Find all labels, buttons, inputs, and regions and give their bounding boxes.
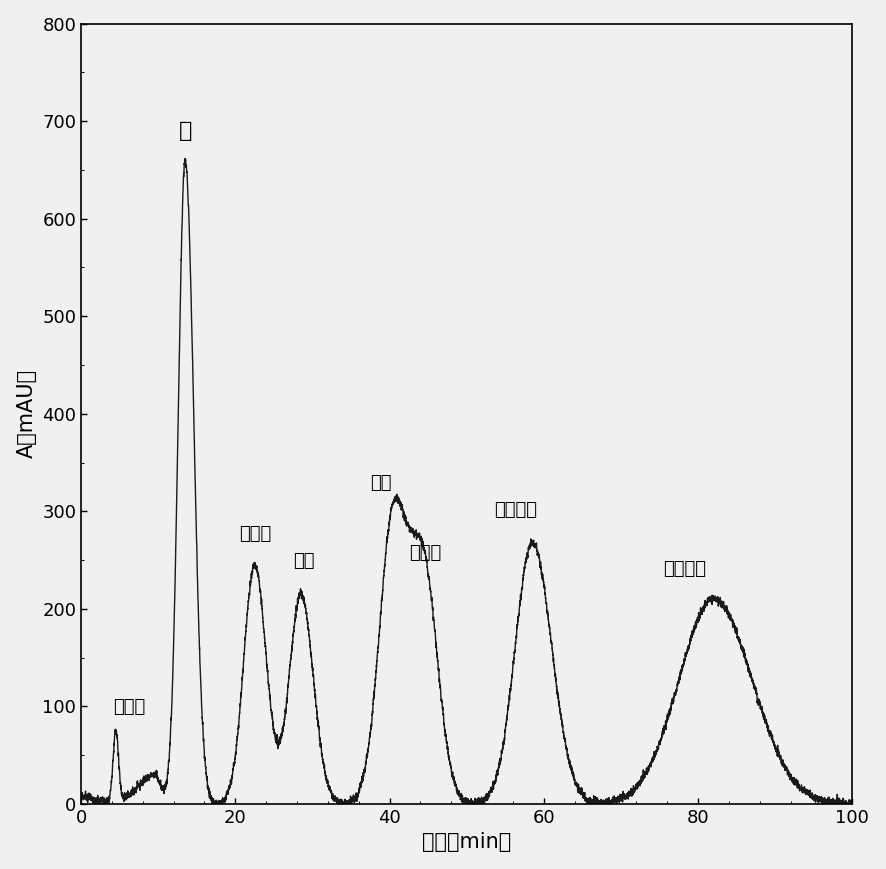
X-axis label: 时间（min）: 时间（min） [422, 833, 511, 852]
Text: 间甲酝: 间甲酝 [113, 698, 145, 716]
Text: 苯: 苯 [178, 121, 192, 141]
Text: 氯化茸: 氯化茸 [409, 544, 441, 562]
Y-axis label: A（mAU）: A（mAU） [17, 369, 36, 458]
Text: 对二甲苯: 对二甲苯 [494, 501, 537, 519]
Text: 础基苯: 础基苯 [239, 525, 271, 542]
Text: 氯苯: 氯苯 [370, 474, 392, 492]
Text: 甲苯: 甲苯 [293, 552, 315, 570]
Text: 均三甲苯: 均三甲苯 [664, 560, 706, 578]
